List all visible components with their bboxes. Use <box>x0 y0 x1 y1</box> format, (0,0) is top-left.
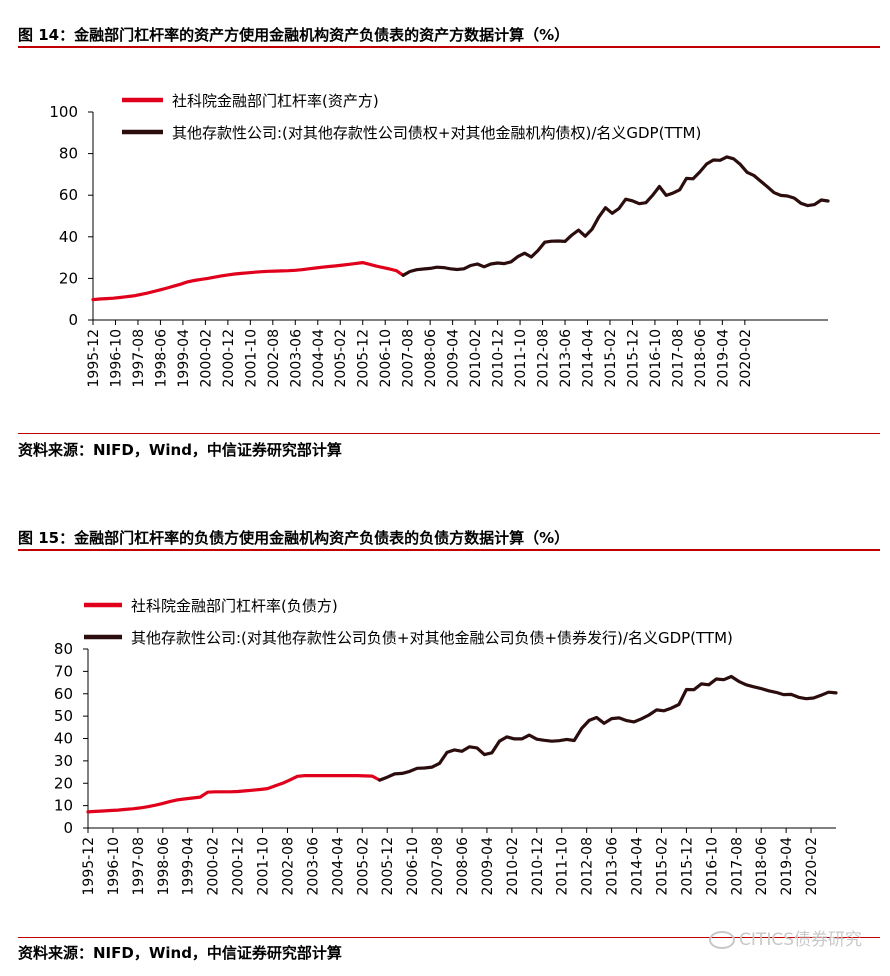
chart-0-x-tick-label: 2010-12 <box>491 329 507 388</box>
chart-1-x-tick-label: 2006-10 <box>405 837 421 896</box>
chart-0-x-tick-label: 2005-12 <box>356 329 372 388</box>
chart-1-x-tick-label: 1995-12 <box>81 837 97 896</box>
chart-0-x-tick-label: 2013-06 <box>558 329 574 388</box>
chart-1-y-tick-label: 20 <box>54 774 73 792</box>
chart-0-x-tick-label: 2006-10 <box>378 329 394 388</box>
chart-0-x-tick-label: 2000-12 <box>221 329 237 388</box>
chart-0-x-tick-label: 2003-06 <box>288 329 304 388</box>
chart-1-x-tick-label: 2000-02 <box>206 837 222 896</box>
chart-1-x-tick-label: 2010-02 <box>505 837 521 896</box>
chart-1-y-tick-label: 70 <box>54 662 73 680</box>
chart-1-x-tick-label: 2015-12 <box>679 837 695 896</box>
chart-0-legend-label-1: 其他存款性公司:(对其他存款性公司债权+对其他金融机构债权)/名义GDP(TTM… <box>172 124 701 142</box>
chart-1-x-tick-label: 2014-04 <box>630 837 646 896</box>
chart-0-x-tick-label: 2020-02 <box>738 329 754 388</box>
chart-0-y-tick-label: 40 <box>59 228 78 246</box>
figure-15-title-rule <box>18 549 880 551</box>
chart-1-y-tick-label: 40 <box>54 730 73 748</box>
chart-1-x-tick-label: 2010-12 <box>530 837 546 896</box>
chart-0-x-tick-label: 2002-08 <box>266 329 282 388</box>
chart-1-legend-label-0: 社科院金融部门杠杆率(负债方) <box>131 597 338 615</box>
chart-1-x-tick-label: 2007-08 <box>430 837 446 896</box>
figure-14-title: 图 14：金融部门杠杆率的资产方使用金融机构资产负债表的资产方数据计算（%） <box>18 26 570 44</box>
chart-0-x-tick-label: 2014-04 <box>580 329 596 388</box>
chart-0-x-tick-label: 2011-10 <box>513 329 529 388</box>
chart-0-y-tick-label: 60 <box>59 186 78 204</box>
chart-0-x-tick-label: 1995-12 <box>86 329 102 388</box>
chart-1-x-tick-label: 2004-04 <box>330 837 346 896</box>
chart-0-x-tick-label: 2000-02 <box>198 329 214 388</box>
chart-1-x-tick-label: 2016-10 <box>704 837 720 896</box>
figure-14-title-rule <box>18 46 880 48</box>
chart-0-x-tick-label: 2018-06 <box>693 329 709 388</box>
chart-0-x-tick-label: 2001-10 <box>243 329 259 388</box>
chart-0-x-tick-label: 2016-10 <box>648 329 664 388</box>
chart-1-x-tick-label: 2017-08 <box>729 837 745 896</box>
chart-1-x-tick-label: 2009-04 <box>480 837 496 896</box>
chart-1-x-tick-label: 2019-04 <box>779 837 795 896</box>
chart-1-x-tick-label: 2003-06 <box>305 837 321 896</box>
chart-1-legend-label-1: 其他存款性公司:(对其他存款性公司负债+对其他金融公司负债+债券发行)/名义GD… <box>131 629 733 647</box>
chart-0-x-tick-label: 2015-12 <box>625 329 641 388</box>
figure-15-title: 图 15：金融部门杠杆率的负债方使用金融机构资产负债表的负债方数据计算（%） <box>18 529 570 547</box>
chart-1-x-tick-label: 2002-08 <box>280 837 296 896</box>
figure-15-source: 资料来源：NIFD，Wind，中信证券研究部计算 <box>18 944 342 962</box>
chart-1-x-tick-label: 2015-02 <box>654 837 670 896</box>
wechat-watermark: CITICS债券研究 <box>709 925 862 950</box>
watermark-text: CITICS债券研究 <box>739 930 862 950</box>
chart-0-series-0-line <box>91 261 405 302</box>
chart-0-y-tick-label: 0 <box>68 311 78 329</box>
chart-0-x-tick-label: 1998-06 <box>153 329 169 388</box>
chart-1-x-tick-label: 1998-06 <box>156 837 172 896</box>
chart-0-x-tick-label: 2007-08 <box>401 329 417 388</box>
chart-1-y-tick-label: 60 <box>54 685 73 703</box>
chart-0-y-tick-label: 100 <box>49 103 78 121</box>
chart-0-x-tick-label: 2010-02 <box>468 329 484 388</box>
chart-0-x-tick-label: 1996-10 <box>108 329 124 388</box>
chart-0-x-tick-label: 2019-04 <box>715 329 731 388</box>
chart-0-x-tick-label: 2004-04 <box>311 329 327 388</box>
chart-0-series-1-line <box>401 155 830 277</box>
chart-0-x-tick-label: 2012-08 <box>536 329 552 388</box>
chart-0-legend-label-0: 社科院金融部门杠杆率(资产方) <box>172 92 379 110</box>
chart-1-x-tick-label: 2005-02 <box>355 837 371 896</box>
chart-0-x-tick-label: 2009-04 <box>446 329 462 388</box>
chart-1-series-0-line <box>86 773 382 814</box>
figure-14-source-rule <box>18 433 880 434</box>
chart-1-x-tick-label: 2012-08 <box>580 837 596 896</box>
chart-1-x-tick-label: 2008-06 <box>455 837 471 896</box>
chart-1-x-tick-label: 1997-08 <box>131 837 147 896</box>
chart-1-y-tick-label: 80 <box>54 640 73 658</box>
chart-1-x-tick-label: 2001-10 <box>256 837 272 896</box>
chart-1-y-tick-label: 50 <box>54 707 73 725</box>
chart-1-x-tick-label: 2011-10 <box>555 837 571 896</box>
chart-0-y-tick-label: 20 <box>59 269 78 287</box>
chart-1-x-tick-label: 1999-04 <box>181 837 197 896</box>
wechat-icon <box>709 931 736 949</box>
chart-1-series-1-line <box>378 674 838 782</box>
chart-0-x-tick-label: 2008-06 <box>423 329 439 388</box>
figure-14-source: 资料来源：NIFD，Wind，中信证券研究部计算 <box>18 441 342 459</box>
chart-1-x-tick-label: 1996-10 <box>106 837 122 896</box>
chart-0-x-tick-label: 1999-04 <box>176 329 192 388</box>
figure-15-line-chart: 0 10 20 30 40 50 60 70 80 1995-12 1996-10 1997-08 19… <box>54 597 838 896</box>
chart-1-x-tick-label: 2020-02 <box>804 837 820 896</box>
chart-1-y-tick-label: 10 <box>54 797 73 815</box>
figure-15-source-rule <box>18 937 880 938</box>
chart-1-x-tick-label: 2000-12 <box>231 837 247 896</box>
chart-1-y-tick-label: 30 <box>54 752 73 770</box>
chart-1-x-tick-label: 2005-12 <box>380 837 396 896</box>
chart-0-x-tick-label: 2005-02 <box>333 329 349 388</box>
chart-0-y-tick-label: 80 <box>59 145 78 163</box>
figure-14-line-chart: 0 20 40 60 80 100 1995-12 1996-10 1997-08 1998-06… <box>49 92 830 388</box>
chart-1-x-tick-label: 2013-06 <box>605 837 621 896</box>
chart-1-x-tick-label: 2018-06 <box>754 837 770 896</box>
chart-1-y-tick-label: 0 <box>63 819 73 837</box>
chart-0-x-tick-label: 2015-02 <box>603 329 619 388</box>
chart-0-x-tick-label: 2017-08 <box>670 329 686 388</box>
chart-0-x-tick-label: 1997-08 <box>131 329 147 388</box>
